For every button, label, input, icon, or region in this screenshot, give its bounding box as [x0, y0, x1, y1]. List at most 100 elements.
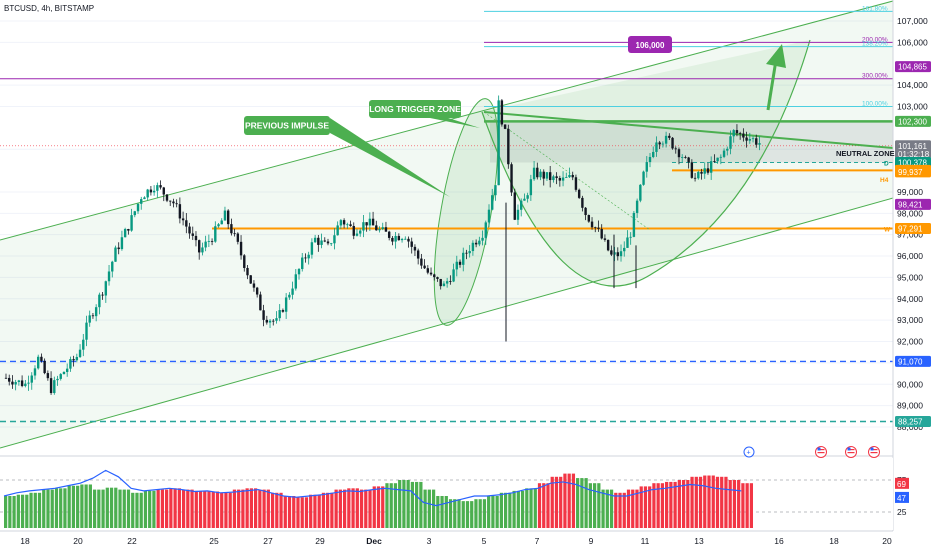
time-tick-label: 13 [694, 536, 704, 546]
osc-histogram-bar [677, 480, 681, 528]
osc-histogram-bar [728, 480, 732, 528]
us-flag-canton [817, 447, 821, 451]
osc-histogram-bar [80, 484, 84, 528]
price-axis-badge-label: 102,300 [898, 117, 927, 126]
price-tick-label: 106,000 [897, 37, 928, 47]
time-tick-label: 5 [482, 536, 487, 546]
candle-body [738, 133, 742, 134]
osc-histogram-bar [177, 488, 181, 528]
osc-histogram-bar [131, 492, 135, 528]
osc-histogram-bar [181, 489, 186, 528]
osc-histogram-bar [643, 486, 648, 528]
osc-value-label: 69 [897, 480, 906, 489]
osc-histogram-bar [29, 492, 33, 528]
osc-histogram-bar [355, 488, 359, 528]
osc-histogram-bar [648, 486, 652, 528]
candle-body [304, 257, 307, 259]
horizontal-levels: 161.80% 200.00%138.20% 300.00% 100.00% D H4 W [0, 5, 894, 423]
osc-histogram-bar [368, 489, 372, 528]
osc-histogram-bar [220, 492, 224, 528]
candle-body [72, 359, 75, 361]
osc-histogram-bar [385, 483, 389, 528]
long-trigger-callout[interactable]: LONG TRIGGER ZONE [369, 100, 480, 128]
osc-histogram-bar [8, 496, 12, 528]
osc-histogram-bar [33, 492, 37, 528]
osc-histogram-bar [364, 489, 368, 528]
candle-body [33, 368, 37, 376]
price-tick-label: 104,000 [897, 80, 928, 90]
candle-body [104, 281, 108, 296]
osc-histogram-bar [190, 489, 194, 528]
candle-body [751, 138, 755, 140]
osc-histogram-bar [245, 488, 249, 528]
time-tick-label: 20 [882, 536, 892, 546]
candle-body [587, 215, 591, 222]
price-tick-label: 98,000 [897, 208, 923, 218]
candle-body [239, 241, 243, 256]
candle-body [648, 156, 652, 163]
previous-impulse-callout[interactable]: PREVIOUS IMPULSE [244, 116, 450, 197]
osc-histogram-bar [97, 489, 101, 528]
osc-histogram-bar [211, 491, 215, 528]
osc-histogram-bar [559, 476, 563, 528]
time-tick-label: 18 [829, 536, 839, 546]
candle-body [555, 176, 558, 179]
candle-body [4, 377, 8, 379]
time-tick-label: 22 [127, 536, 137, 546]
candle-body [616, 252, 619, 257]
candle-body [687, 157, 690, 163]
osc-histogram-bar [232, 489, 237, 528]
symbol-title: BTCUSD, 4h, BITSTAMP [4, 4, 94, 13]
price-axis[interactable]: 88,00089,00090,00091,00092,00093,00094,0… [892, 0, 932, 531]
price-axis-badge-label: 99,937 [898, 168, 923, 177]
oscillator-pane[interactable]: 75256947 [0, 458, 909, 530]
osc-histogram-bar [389, 483, 393, 528]
osc-histogram-bar [669, 481, 673, 528]
candle-body [188, 226, 191, 234]
level-tag: H4 [880, 177, 889, 184]
osc-histogram-bar [622, 492, 626, 528]
candle-body [458, 261, 462, 265]
candle-body [606, 239, 610, 251]
candle-body [85, 322, 88, 340]
osc-histogram-bar [707, 475, 711, 528]
osc-value-label: 47 [897, 494, 906, 503]
candle-body [259, 294, 262, 311]
candle-body [500, 100, 504, 125]
candle-body [114, 247, 117, 262]
osc-histogram-bar [609, 489, 614, 528]
candle-body [545, 172, 549, 179]
price-axis-countdown: 01:32:18 [898, 150, 930, 159]
osc-histogram-bar [16, 494, 20, 528]
candle-body [207, 241, 211, 242]
candle-body [697, 171, 700, 179]
candle-body [201, 247, 204, 253]
candle-body [758, 143, 761, 145]
candle-body [413, 246, 417, 251]
osc-histogram-bar [76, 485, 80, 528]
osc-histogram-bar [495, 496, 499, 528]
osc-histogram-bar [656, 483, 660, 528]
candle-body [491, 195, 494, 210]
price-axis-badge [895, 198, 931, 210]
price-axis-badge-label: 91,070 [898, 357, 923, 366]
osc-histogram-bar [4, 496, 8, 528]
osc-histogram-bar [431, 489, 436, 528]
osc-histogram-bar [592, 483, 597, 528]
price-axis-badge-label: 101,161 [898, 142, 927, 151]
candle-body [661, 143, 665, 145]
time-axis[interactable]: 18 20 22 25 27 29 Dec 3 5 7 9 11 13 16 18 20 [20, 536, 892, 546]
candles [4, 95, 761, 395]
price-tick-label: 89,000 [897, 401, 923, 411]
candle-body [317, 237, 320, 245]
price-axis-badge [895, 222, 931, 234]
osc-histogram-bar [520, 490, 525, 528]
candle-body [130, 215, 133, 231]
candle-body [416, 250, 420, 259]
osc-histogram-bar [546, 483, 550, 528]
candle-body [632, 212, 636, 237]
osc-histogram-bar [690, 476, 694, 528]
osc-histogram-bar [398, 480, 402, 528]
target-badge[interactable]: 106,000 [628, 36, 672, 53]
